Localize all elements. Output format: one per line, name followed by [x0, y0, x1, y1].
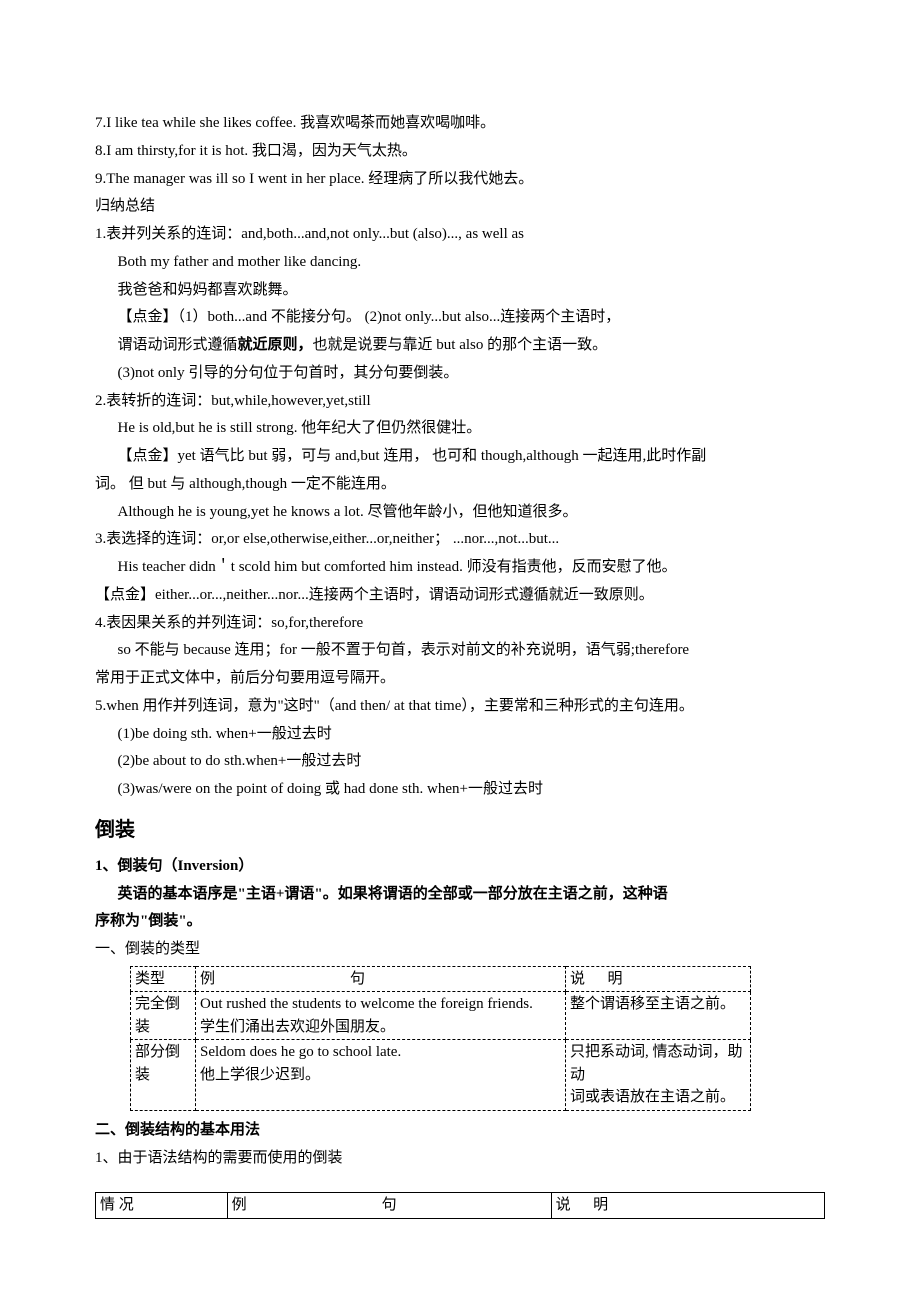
h3b: 明: [608, 971, 623, 987]
table2-header-situation: 情 况: [96, 1193, 228, 1219]
table-header-type: 类型: [131, 966, 196, 992]
t2h3a: 说: [556, 1197, 571, 1213]
table-header-example: 例句: [196, 966, 566, 992]
point-4-line-1: 4.表因果关系的并列连词：so,for,therefore: [95, 610, 825, 638]
example-7: 7.I like tea while she likes coffee. 我喜欢…: [95, 110, 825, 138]
point-5-line-3: (2)be about to do sth.when+一般过去时: [95, 748, 825, 776]
inversion-def-1: 英语的基本语序是"主语+谓语"。如果将谓语的全部或一部分放在主语之前，这种语: [118, 886, 668, 902]
t2h2b: 句: [382, 1197, 397, 1213]
p1-l5-bold: 就近原则，: [238, 337, 313, 353]
inversion-def: 英语的基本语序是"主语+谓语"。如果将谓语的全部或一部分放在主语之前，这种语: [95, 881, 825, 909]
t2h3b: 明: [593, 1197, 608, 1213]
r1c2a: Out rushed the students to welcome the f…: [200, 996, 533, 1012]
cell-type-partial: 部分倒 装: [131, 1040, 196, 1111]
cell-example-partial: Seldom does he go to school late. 他上学很少迟…: [196, 1040, 566, 1111]
point-1-line-5: 谓语动词形式遵循就近原则，也就是说要与靠近 but also 的那个主语一致。: [95, 332, 825, 360]
r2c2a: Seldom does he go to school late.: [200, 1044, 401, 1060]
point-1-line-3: 我爸爸和妈妈都喜欢跳舞。: [95, 277, 825, 305]
inversion-def-2: 序称为"倒装"。: [95, 908, 825, 936]
r2c2b: 他上学很少迟到。: [200, 1067, 320, 1083]
r2c3b: 词或表语放在主语之前。: [570, 1089, 735, 1105]
h2b: 句: [350, 971, 365, 987]
inversion-heading-1: 1、倒装句（Inversion）: [95, 853, 825, 881]
point-3-line-3: 【点金】either...or...,neither...nor...连接两个主…: [95, 582, 825, 610]
point-2-line-3: 【点金】yet 语气比 but 弱，可与 and,but 连用， 也可和 tho…: [95, 443, 825, 471]
table2-header-note: 说明: [551, 1193, 824, 1219]
point-2-line-5: Although he is young,yet he knows a lot.…: [95, 499, 825, 527]
point-5-line-1: 5.when 用作并列连词，意为"这时"（and then/ at that t…: [95, 693, 825, 721]
point-1-line-1: 1.表并列关系的连词：and,both...and,not only...but…: [95, 221, 825, 249]
point-3-line-1: 3.表选择的连词：or,or else,otherwise,either...o…: [95, 526, 825, 554]
inversion-sec2: 二、倒装结构的基本用法: [95, 1117, 825, 1145]
table2-header-example: 例句: [227, 1193, 551, 1219]
cell-note-full: 整个谓语移至主语之前。: [566, 992, 751, 1040]
example-8: 8.I am thirsty,for it is hot. 我口渴，因为天气太热…: [95, 138, 825, 166]
point-5-line-4: (3)was/were on the point of doing 或 had …: [95, 776, 825, 804]
inversion-sec1: 一、倒装的类型: [95, 936, 825, 964]
inversion-types-table: 类型 例句 说明 完全倒装 Out rushed the students to…: [130, 966, 751, 1111]
r1c2b: 学生们涌出去欢迎外国朋友。: [200, 1019, 395, 1035]
p1-l5-pre: 谓语动词形式遵循: [118, 337, 238, 353]
table-row: 情 况 例句 说明: [96, 1193, 825, 1219]
point-2-line-4: 词。 但 but 与 although,though 一定不能连用。: [95, 471, 825, 499]
table-row: 完全倒装 Out rushed the students to welcome …: [131, 992, 751, 1040]
cell-example-full: Out rushed the students to welcome the f…: [196, 992, 566, 1040]
summary-label: 归纳总结: [95, 193, 825, 221]
inversion-usage-table: 情 况 例句 说明: [95, 1192, 825, 1219]
table-row: 类型 例句 说明: [131, 966, 751, 992]
point-1-line-4: 【点金】（1）both...and 不能接分句。 (2)not only...b…: [95, 304, 825, 332]
cell-type-full: 完全倒装: [131, 992, 196, 1040]
t2h2a: 例: [232, 1197, 247, 1213]
inversion-title: 倒装: [95, 812, 825, 849]
h3a: 说: [570, 971, 585, 987]
point-1-line-2: Both my father and mother like dancing.: [95, 249, 825, 277]
p1-l5-post: 也就是说要与靠近 but also 的那个主语一致。: [313, 337, 608, 353]
table-header-note: 说明: [566, 966, 751, 992]
table-row: 部分倒 装 Seldom does he go to school late. …: [131, 1040, 751, 1111]
point-3-line-2: His teacher didn＇t scold him but comfort…: [95, 554, 825, 582]
r2c3a: 只把系动词, 情态动词，助动: [570, 1044, 743, 1083]
cell-note-partial: 只把系动词, 情态动词，助动 词或表语放在主语之前。: [566, 1040, 751, 1111]
point-4-line-2: so 不能与 because 连用；for 一般不置于句首，表示对前文的补充说明…: [95, 637, 825, 665]
point-1-line-6: (3)not only 引导的分句位于句首时，其分句要倒装。: [95, 360, 825, 388]
inversion-sec2-sub: 1、由于语法结构的需要而使用的倒装: [95, 1145, 825, 1173]
example-9: 9.The manager was ill so I went in her p…: [95, 166, 825, 194]
point-2-line-1: 2.表转折的连词：but,while,however,yet,still: [95, 388, 825, 416]
point-4-line-3: 常用于正式文体中，前后分句要用逗号隔开。: [95, 665, 825, 693]
point-2-line-2: He is old,but he is still strong. 他年纪大了但…: [95, 415, 825, 443]
h2a: 例: [200, 971, 215, 987]
point-5-line-2: (1)be doing sth. when+一般过去时: [95, 721, 825, 749]
